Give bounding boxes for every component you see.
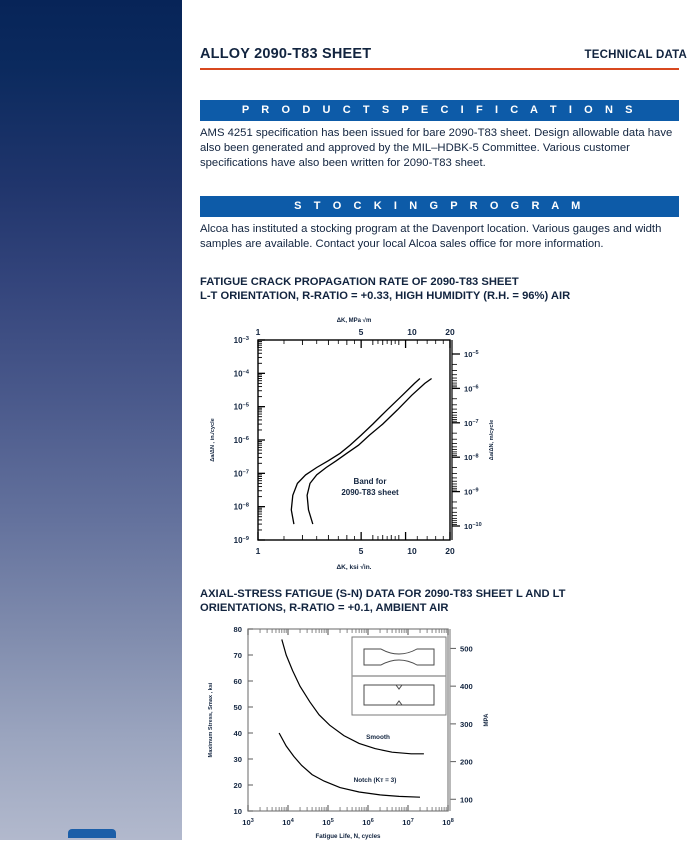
svg-text:10–9: 10–9 bbox=[234, 536, 250, 545]
svg-text:60: 60 bbox=[234, 677, 242, 686]
svg-text:10: 10 bbox=[234, 807, 242, 816]
chart1-right-ticks: 10–5 10–6 10–7 10–8 10–9 10–10 bbox=[464, 350, 482, 531]
section-bar-product-specifications: P R O D U C T S P E C I F I C A T I O N … bbox=[200, 100, 679, 121]
svg-text:10–10: 10–10 bbox=[464, 522, 482, 531]
section-body-stocking-program: Alcoa has instituted a stocking program … bbox=[200, 222, 662, 250]
chart1-top-axis-label: ΔK, MPa √m bbox=[337, 317, 372, 324]
svg-text:300: 300 bbox=[460, 720, 473, 729]
svg-text:10–5: 10–5 bbox=[464, 350, 479, 359]
svg-text:200: 200 bbox=[460, 758, 473, 767]
chart1-xtick-bot-1: 5 bbox=[359, 546, 364, 556]
chart1-curve-band-lower bbox=[306, 377, 432, 525]
chart1-annotation-line2: 2090-T83 sheet bbox=[341, 488, 399, 497]
chart1-xtick-top-1: 5 bbox=[359, 327, 364, 337]
chart2-curve-smooth bbox=[281, 639, 424, 755]
chart1-plot-frame bbox=[257, 339, 451, 541]
chart1-ylabel-right: Δa/ΔN, m/cycle bbox=[489, 420, 495, 460]
page-header: ALLOY 2090-T83 SHEET TECHNICAL DATA bbox=[200, 0, 687, 62]
svg-text:20: 20 bbox=[234, 781, 242, 790]
chart2-label-notch: Notch (Kᴛ = 3) bbox=[354, 777, 397, 784]
smooth-hourglass-specimen bbox=[363, 648, 435, 666]
svg-text:10–6: 10–6 bbox=[234, 436, 250, 445]
chart2-xlabel: Fatigue Life, N, cycles bbox=[316, 833, 382, 840]
left-gradient-rail bbox=[0, 0, 182, 840]
page-title: ALLOY 2090-T83 SHEET bbox=[200, 46, 372, 62]
chart2-title-line2: ORIENTATIONS, R-RATIO = +0.1, AMBIENT AI… bbox=[200, 601, 449, 614]
chart2-right-ticks: 100 200 300 400 500 bbox=[460, 644, 473, 804]
svg-text:10–3: 10–3 bbox=[234, 336, 250, 345]
chart1-left-ticks: 10–3 10–4 10–5 10–6 10–7 10–8 10–9 bbox=[234, 336, 250, 545]
page-content: ALLOY 2090-T83 SHEET TECHNICAL DATA P R … bbox=[200, 0, 687, 840]
chart1-title-line1: FATIGUE CRACK PROPAGATION RATE OF 2090-T… bbox=[200, 276, 519, 289]
svg-text:10–4: 10–4 bbox=[234, 369, 250, 378]
svg-text:30: 30 bbox=[234, 755, 242, 764]
header-rule bbox=[200, 68, 679, 70]
svg-text:10–7: 10–7 bbox=[464, 419, 479, 428]
chart-fatigue-crack-propagation: ΔK, MPa √m 1 5 10 20 1 5 10 20 ΔK, ksi √… bbox=[200, 308, 687, 578]
section-bar-stocking-program: S T O C K I N G P R O G R A M bbox=[200, 195, 679, 217]
chart1-bottom-axis-label: ΔK, ksi √in. bbox=[337, 563, 372, 571]
svg-text:40: 40 bbox=[234, 729, 242, 738]
chart2-label-smooth: Smooth bbox=[366, 734, 390, 741]
svg-text:10–6: 10–6 bbox=[464, 384, 479, 393]
svg-text:103: 103 bbox=[242, 818, 254, 827]
chart2-tick-marks bbox=[247, 628, 456, 812]
svg-text:500: 500 bbox=[460, 644, 473, 653]
notched-specimen bbox=[363, 684, 435, 706]
chart1-xtick-top-0: 1 bbox=[256, 327, 261, 337]
svg-text:105: 105 bbox=[322, 818, 334, 827]
chart2-x-ticks: 103 104 105 106 107 108 bbox=[242, 818, 454, 827]
svg-text:70: 70 bbox=[234, 651, 242, 660]
svg-text:10–8: 10–8 bbox=[234, 503, 250, 512]
section-body-product-specifications: AMS 4251 specification has been issued f… bbox=[200, 127, 673, 170]
chart2-ylabel-left: Maximum Stress, Smax , ksi bbox=[208, 682, 214, 757]
svg-text:107: 107 bbox=[402, 818, 414, 827]
svg-text:10–7: 10–7 bbox=[234, 469, 249, 478]
chart2-left-ticks: 10 20 30 40 50 60 70 80 bbox=[234, 625, 242, 816]
svg-text:50: 50 bbox=[234, 703, 242, 712]
chart2-title-line1: AXIAL-STRESS FATIGUE (S-N) DATA FOR 2090… bbox=[200, 588, 566, 601]
svg-text:80: 80 bbox=[234, 625, 242, 634]
chart1-annotation-line1: Band for bbox=[354, 477, 387, 486]
svg-text:104: 104 bbox=[282, 818, 294, 827]
chart1-ylabel-left: Δa/ΔN , in./cycle bbox=[210, 418, 216, 462]
svg-text:10–8: 10–8 bbox=[464, 453, 479, 462]
svg-text:108: 108 bbox=[442, 818, 454, 827]
svg-text:100: 100 bbox=[460, 795, 473, 804]
chart1-curve-band-upper bbox=[290, 378, 421, 525]
chart1-xtick-bot-3: 20 bbox=[445, 546, 455, 556]
svg-text:10–5: 10–5 bbox=[234, 403, 250, 412]
chart1-xtick-top-3: 20 bbox=[445, 327, 455, 337]
svg-text:400: 400 bbox=[460, 682, 473, 691]
chart1-tick-marks bbox=[257, 339, 460, 541]
chart2-ylabel-right: MPA bbox=[484, 713, 490, 727]
chart-axial-stress-fatigue: 10 20 30 40 50 60 70 80 100 200 300 400 500 103 104 1… bbox=[200, 619, 687, 844]
chart1-xtick-bot-2: 10 bbox=[407, 546, 417, 556]
svg-text:106: 106 bbox=[362, 818, 374, 827]
chart2-curve-notch bbox=[278, 732, 421, 798]
chart1-title-line2: L-T ORIENTATION, R-RATIO = +0.33, HIGH H… bbox=[200, 289, 571, 302]
technical-data-label: TECHNICAL DATA bbox=[584, 49, 687, 61]
page-tab-marker bbox=[68, 829, 116, 838]
svg-text:10–9: 10–9 bbox=[464, 488, 479, 497]
specimen-inset bbox=[351, 636, 447, 716]
chart1-xtick-bot-0: 1 bbox=[256, 546, 261, 556]
chart1-xtick-top-2: 10 bbox=[407, 327, 417, 337]
